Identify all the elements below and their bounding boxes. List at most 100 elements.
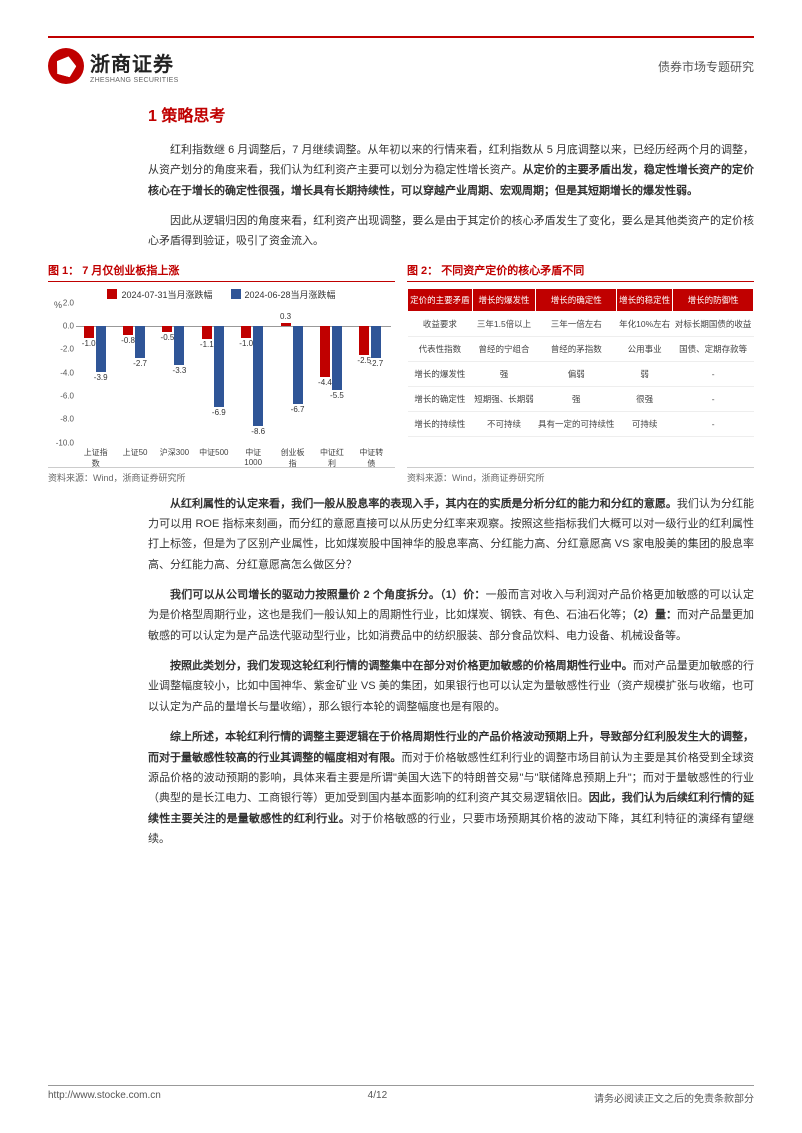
table-cell: 短期强、长期弱	[472, 386, 536, 411]
y-tick: -10.0	[56, 438, 74, 447]
chart-bar	[123, 326, 133, 335]
x-tick-label: 创业板指	[278, 447, 308, 469]
bar-value-label: -3.3	[173, 366, 187, 375]
figure-1-chart: 2024-07-31当月涨跌幅 2024-06-28当月涨跌幅 % 2.00.0…	[48, 288, 395, 463]
table-header-cell: 增长的稳定性	[617, 288, 673, 311]
section-title: 1 策略思考	[148, 102, 754, 126]
bar-value-label: -8.6	[251, 427, 265, 436]
paragraph-3: 从红利属性的认定来看，我们一般从股息率的表现入手，其内在的实质是分析分红的能力和…	[148, 494, 754, 575]
chart-bar	[253, 326, 263, 426]
x-tick-label: 沪深300	[159, 447, 189, 469]
paragraph-5: 按照此类划分，我们发现这轮红利行情的调整集中在部分对价格更加敏感的价格周期性行业…	[148, 656, 754, 717]
bar-value-label: -0.8	[121, 336, 135, 345]
legend-label-2: 2024-06-28当月涨跌幅	[245, 288, 336, 301]
table-cell: 强	[536, 386, 617, 411]
chart-bar	[202, 326, 212, 339]
bar-value-label: 0.3	[280, 312, 291, 321]
table-cell: 公用事业	[617, 336, 673, 361]
x-tick-label: 中证500	[199, 447, 229, 469]
bar-group: -1.0-3.9	[81, 303, 111, 443]
table-cell: -	[673, 411, 754, 436]
figure-2: 图 2： 不同资产定价的核心矛盾不同 定价的主要矛盾增长的爆发性增长的确定性增长…	[407, 262, 754, 484]
figures-row: 图 1： 7 月仅创业板指上涨 2024-07-31当月涨跌幅 2024-06-…	[48, 262, 754, 484]
table-cell: 不可持续	[472, 411, 536, 436]
table-cell: 曾经的茅指数	[536, 336, 617, 361]
bar-value-label: -1.0	[239, 339, 253, 348]
chart-bar	[332, 326, 342, 390]
brand-name-en: ZHESHANG SECURITIES	[90, 77, 179, 84]
bar-group: -0.5 -3.3	[159, 303, 189, 443]
para4-bold2: （2）量：	[632, 609, 677, 621]
bar-group: -1.1 -6.9	[199, 303, 229, 443]
table-cell: 对标长期国债的收益	[673, 311, 754, 336]
table-cell: 很强	[617, 386, 673, 411]
table-cell: -	[673, 386, 754, 411]
x-tick-label: 中证红利	[317, 447, 347, 469]
bar-value-label: -2.7	[133, 359, 147, 368]
x-tick-label: 上证指数	[81, 447, 111, 469]
footer-disclaimer: 请务必阅读正文之后的免责条款部分	[594, 1090, 754, 1105]
table-cell: 收益要求	[408, 311, 473, 336]
table-cell: 三年1.5倍以上	[472, 311, 536, 336]
bar-value-label: -6.7	[291, 405, 305, 414]
y-tick: 2.0	[63, 298, 74, 307]
y-tick: -8.0	[60, 415, 74, 424]
x-tick-label: 上证50	[120, 447, 150, 469]
page-header: 浙商证券 ZHESHANG SECURITIES 债券市场专题研究	[48, 48, 754, 84]
table-header-cell: 定价的主要矛盾	[408, 288, 473, 311]
para5-bold: 按照此类划分，我们发现这轮红利行情的调整集中在部分对价格更加敏感的价格周期性行业…	[170, 660, 633, 672]
bar-value-label: -0.5	[161, 333, 175, 342]
table-row: 代表性指数曾经的宁组合曾经的茅指数公用事业国债、定期存款等	[408, 336, 754, 361]
bar-value-label: -4.4	[318, 378, 332, 387]
para3-bold: 从红利属性的认定来看，我们一般从股息率的表现入手，其内在的实质是分析分红的能力和…	[170, 498, 677, 510]
table-row: 收益要求三年1.5倍以上三年一倍左右年化10%左右对标长期国债的收益	[408, 311, 754, 336]
top-border	[48, 36, 754, 38]
table-cell: 年化10%左右	[617, 311, 673, 336]
y-tick: -2.0	[60, 345, 74, 354]
table-cell: 曾经的宁组合	[472, 336, 536, 361]
table-header-cell: 增长的防御性	[673, 288, 754, 311]
table-cell: 增长的爆发性	[408, 361, 473, 386]
paragraph-1: 红利指数继 6 月调整后，7 月继续调整。从年初以来的行情来看，红利指数从 5 …	[148, 140, 754, 201]
bar-value-label: -6.9	[212, 408, 226, 417]
table-cell: 具有一定的可持续性	[536, 411, 617, 436]
x-axis: 上证指数上证50沪深300中证500中证1000创业板指中证红利中证转债	[76, 447, 391, 469]
legend-swatch-1	[107, 289, 117, 299]
table-cell: 国债、定期存款等	[673, 336, 754, 361]
bar-group: 0.3 -6.7	[278, 303, 308, 443]
table-header-cell: 增长的确定性	[536, 288, 617, 311]
bar-value-label: -1.0	[82, 339, 96, 348]
page-footer: http://www.stocke.com.cn 4/12 请务必阅读正文之后的…	[48, 1085, 754, 1105]
table-cell: 偏弱	[536, 361, 617, 386]
paragraph-4: 我们可以从公司增长的驱动力按照量价 2 个角度拆分。（1）价：一般而言对收入与利…	[148, 585, 754, 646]
table-cell: 代表性指数	[408, 336, 473, 361]
table-cell: -	[673, 361, 754, 386]
table-header-row: 定价的主要矛盾增长的爆发性增长的确定性增长的稳定性增长的防御性	[408, 288, 754, 311]
table-cell: 增长的确定性	[408, 386, 473, 411]
paragraph-2: 因此从逻辑归因的角度来看，红利资产出现调整，要么是由于其定价的核心矛盾发生了变化…	[148, 211, 754, 252]
legend-label-1: 2024-07-31当月涨跌幅	[121, 288, 212, 301]
bar-group: -2.5-2.7	[356, 303, 386, 443]
chart-bar	[84, 326, 94, 338]
paragraph-6: 综上所述，本轮红利行情的调整主要逻辑在于价格周期性行业的产品价格波动预期上升，导…	[148, 727, 754, 849]
bar-value-label: -1.1	[200, 340, 214, 349]
footer-page: 4/12	[368, 1090, 387, 1105]
brand-name-cn: 浙商证券	[90, 48, 179, 77]
figure-2-title: 图 2： 不同资产定价的核心矛盾不同	[407, 262, 754, 282]
chart-bar	[214, 326, 224, 407]
table-row: 增长的爆发性强偏弱弱-	[408, 361, 754, 386]
x-tick-label: 中证转债	[356, 447, 386, 469]
document-type: 债券市场专题研究	[658, 58, 754, 75]
bar-value-label: -2.7	[369, 359, 383, 368]
y-axis: 2.00.0-2.0-4.0-6.0-8.0-10.0	[50, 303, 74, 443]
bar-group: -4.4-5.5	[317, 303, 347, 443]
legend-swatch-2	[231, 289, 241, 299]
chart-bar	[162, 326, 172, 332]
chart-bar	[135, 326, 145, 358]
bar-group: -1.0 -8.6	[238, 303, 268, 443]
y-tick: 0.0	[63, 322, 74, 331]
chart-bars: -1.0-3.9 -0.8 -2.7 -0.5 -3.3 -1.1 -6.9 -1.0 -8.6…	[76, 303, 391, 443]
chart-bar	[359, 326, 369, 355]
chart-legend: 2024-07-31当月涨跌幅 2024-06-28当月涨跌幅	[48, 288, 395, 301]
table-cell: 弱	[617, 361, 673, 386]
